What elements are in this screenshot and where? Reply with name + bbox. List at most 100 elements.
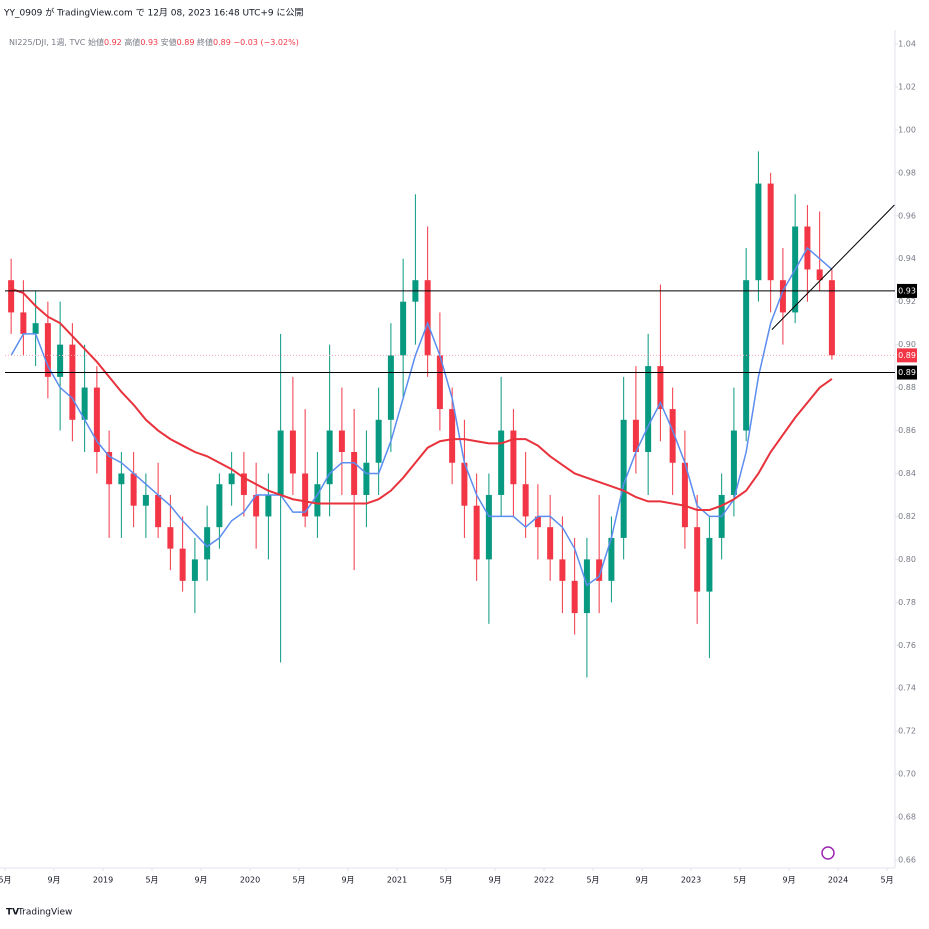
candle-body	[277, 430, 284, 495]
candle-body	[596, 559, 603, 581]
x-tick-label: 2020	[240, 876, 260, 885]
x-tick-label: 9月	[194, 876, 207, 885]
legend-text: 0.93	[140, 38, 158, 47]
candle-body	[767, 183, 774, 281]
y-tick-label: 0.72	[898, 727, 916, 736]
trend-line	[771, 204, 895, 330]
candle-body	[118, 473, 125, 485]
current-price-box	[897, 348, 917, 363]
candle-body	[32, 323, 39, 334]
y-tick-label: 0.88	[898, 383, 916, 392]
legend-text: −0.03 (−3.02%)	[233, 38, 298, 47]
candle-body	[302, 473, 309, 517]
candle-body	[559, 559, 566, 581]
candle-body	[57, 344, 64, 377]
candle-body	[387, 355, 394, 420]
legend-text: 終値	[197, 37, 213, 47]
candle-body	[534, 516, 541, 528]
candle-body	[130, 473, 137, 506]
candle-body	[253, 494, 260, 517]
y-tick-label: 0.92	[898, 297, 916, 306]
candle-body	[400, 301, 407, 356]
candle-body	[498, 430, 505, 495]
y-tick-label: 0.82	[898, 512, 916, 521]
candle-body	[461, 462, 468, 506]
legend-text: 安値	[161, 37, 177, 47]
candle-body	[730, 430, 737, 495]
candle-body	[485, 494, 492, 560]
x-tick-label: 5月	[145, 876, 158, 885]
candle-body	[645, 366, 652, 453]
candle-body	[571, 580, 578, 614]
legend-text: 0.89	[177, 38, 195, 47]
candle-body	[326, 430, 333, 485]
candle-body	[816, 269, 823, 281]
candle-body	[228, 473, 235, 485]
y-tick-label: 1.02	[898, 82, 916, 91]
candle-body	[755, 183, 762, 281]
legend: NI225/DJI, 1週, TVC 始値0.92 高値0.93 安値0.89 …	[9, 37, 299, 47]
alert-icon[interactable]	[821, 846, 835, 860]
candle-body	[694, 527, 701, 592]
x-tick-label: 9月	[341, 876, 354, 885]
y-tick-label: 0.78	[898, 598, 916, 607]
candle-body	[375, 419, 382, 463]
y-tick-label: 1.00	[898, 125, 916, 134]
x-tick-label: 5月	[733, 876, 746, 885]
candle-body	[191, 559, 198, 581]
x-tick-label: 2021	[387, 876, 407, 885]
candle-body	[583, 559, 590, 614]
x-tick-label: 9月	[782, 876, 795, 885]
y-tick-label: 1.04	[898, 39, 916, 48]
y-tick-label: 0.68	[898, 813, 916, 822]
y-tick-label: 0.96	[898, 211, 916, 220]
candle-body	[69, 344, 76, 420]
legend-text: 0.89	[213, 38, 231, 47]
brand: TradingView	[17, 908, 72, 918]
y-tick-label: 0.76	[898, 641, 916, 650]
candle-body	[436, 355, 443, 410]
candle-body	[265, 494, 272, 517]
candle-body	[314, 484, 321, 517]
candle-body	[240, 473, 247, 495]
candle-body	[179, 548, 186, 581]
candle-body	[351, 452, 358, 495]
price-label: 0.93	[898, 286, 916, 295]
x-tick-label: 5月	[292, 876, 305, 885]
current-price-label: 0.89	[898, 351, 916, 360]
x-tick-label: 9月	[47, 876, 60, 885]
legend-text: 高値	[124, 37, 140, 47]
candle-body	[155, 494, 162, 528]
price-label-box	[897, 283, 917, 298]
candle-body	[216, 484, 223, 528]
moving-average	[10, 287, 833, 511]
legend-text: NI225/DJI, 1週, TVC	[9, 38, 86, 47]
price-label: 0.89	[898, 368, 916, 377]
y-tick-label: 0.86	[898, 426, 916, 435]
price-label-box	[897, 365, 917, 380]
x-tick-label: 5月	[880, 876, 893, 885]
y-tick-label: 0.74	[898, 684, 916, 693]
candle-body	[289, 430, 296, 474]
candle-body	[706, 537, 713, 592]
candle-body	[681, 462, 688, 528]
candle-body	[473, 505, 480, 560]
candle-body	[669, 409, 676, 463]
candle-body	[424, 280, 431, 356]
candle-body	[522, 484, 529, 517]
x-tick-label: 2024	[828, 876, 848, 885]
logo: 𝗧𝗩	[6, 908, 19, 918]
y-tick-label: 0.90	[898, 340, 916, 349]
y-tick-label: 0.66	[898, 856, 916, 865]
candle-body	[81, 387, 88, 420]
candle-body	[632, 419, 639, 453]
candle-body	[20, 312, 27, 334]
x-tick-label: 2019	[93, 876, 113, 885]
y-tick-label: 0.84	[898, 469, 916, 478]
candle-body	[363, 462, 370, 495]
candle-body	[779, 280, 786, 313]
x-tick-label: 5月	[586, 876, 599, 885]
moving-average	[10, 246, 833, 587]
x-tick-label: 5月	[0, 876, 12, 885]
